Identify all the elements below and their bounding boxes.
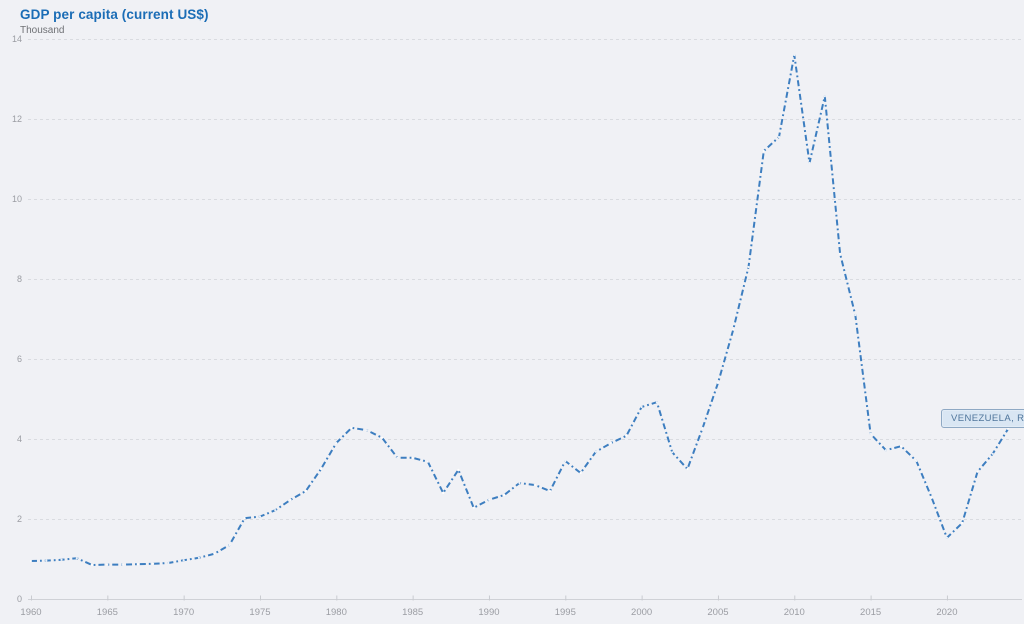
y-tick-label: 4	[17, 434, 22, 444]
data-point-marker	[961, 521, 964, 525]
data-point-marker	[671, 451, 674, 454]
data-point-marker	[442, 491, 445, 495]
axis-layer: 0 2 4 6 8 10 12 14 1960 1965 1970 1975 1980 1985 1990 1…	[12, 34, 1022, 618]
data-point-marker	[732, 328, 735, 331]
data-point-marker	[304, 489, 307, 493]
x-tick-label: 1975	[249, 607, 270, 618]
data-point-marker	[396, 456, 399, 459]
data-point-marker	[991, 452, 994, 455]
x-tick-label: 1970	[173, 607, 194, 618]
data-point-marker	[487, 498, 491, 501]
grid-layer	[28, 39, 1022, 520]
data-point-marker	[319, 467, 323, 471]
x-tick-label: 1960	[20, 607, 41, 618]
chart-title: GDP per capita (current US$)	[20, 7, 209, 22]
x-tick-label: 1995	[555, 607, 576, 618]
series-layer[interactable]	[29, 53, 1010, 567]
data-point-marker	[808, 161, 811, 165]
data-point-marker	[747, 265, 750, 269]
data-point-marker	[29, 559, 33, 563]
y-tick-label: 2	[17, 514, 22, 524]
data-point-marker	[579, 471, 582, 475]
data-point-marker	[564, 459, 567, 463]
data-point-marker	[518, 481, 521, 485]
data-point-marker	[976, 470, 979, 473]
data-point-marker	[716, 381, 720, 385]
data-point-marker	[91, 563, 94, 567]
data-point-marker	[182, 559, 185, 562]
data-point-marker	[152, 562, 155, 565]
data-point-marker	[106, 563, 109, 566]
data-point-marker	[350, 426, 353, 429]
chart-header: GDP per capita (current US$) Thousand	[20, 7, 209, 36]
data-point-marker	[213, 552, 216, 555]
y-tick-label: 8	[17, 274, 22, 284]
data-point-marker	[594, 450, 597, 453]
y-tick-label: 0	[17, 594, 22, 604]
data-point-marker	[75, 557, 78, 560]
x-tick-label: 2020	[936, 607, 957, 618]
data-point-marker	[762, 149, 765, 153]
x-tick-label: 1965	[97, 607, 118, 618]
data-point-marker	[335, 441, 338, 445]
x-tick-label: 2015	[860, 607, 881, 618]
data-point-marker	[839, 252, 842, 255]
data-point-marker	[503, 493, 506, 497]
data-point-marker	[701, 426, 704, 429]
data-point-marker	[610, 441, 613, 445]
y-tick-label: 10	[12, 194, 22, 204]
x-tick-label: 2000	[631, 607, 652, 618]
data-point-marker	[793, 53, 796, 57]
data-point-marker	[900, 445, 903, 448]
data-point-marker	[167, 561, 170, 565]
data-point-marker	[945, 536, 949, 539]
data-point-marker	[823, 95, 826, 98]
data-point-marker	[686, 467, 689, 471]
x-tick-label: 1985	[402, 607, 423, 618]
series-label-chip[interactable]: VENEZUELA, RB	[941, 409, 1024, 428]
data-point-marker	[136, 563, 139, 566]
data-point-marker	[640, 405, 643, 409]
data-point-marker	[381, 436, 384, 439]
data-point-marker	[228, 543, 231, 547]
data-point-marker	[625, 434, 628, 437]
x-tick-label: 1980	[326, 607, 347, 618]
y-tick-label: 12	[12, 114, 22, 124]
data-point-marker	[45, 559, 48, 562]
x-tick-label: 2010	[784, 607, 805, 618]
data-point-marker	[533, 483, 536, 487]
data-point-marker	[884, 449, 888, 452]
data-point-marker	[365, 429, 368, 432]
series-line[interactable]	[30, 54, 1009, 566]
data-point-marker	[548, 489, 552, 493]
x-tick-label: 2005	[707, 607, 728, 618]
data-point-marker	[60, 558, 63, 561]
data-point-marker	[243, 517, 246, 520]
data-point-marker	[274, 509, 277, 512]
data-point-marker	[777, 135, 781, 139]
data-point-marker	[426, 460, 429, 463]
data-point-marker	[869, 432, 872, 435]
data-point-marker	[930, 496, 933, 499]
data-point-marker	[258, 515, 262, 518]
chart-unit-label: Thousand	[20, 25, 65, 36]
data-point-marker	[457, 468, 460, 471]
x-tick-label: 1990	[478, 607, 499, 618]
data-point-marker	[289, 498, 292, 501]
data-point-marker	[411, 456, 414, 459]
data-point-marker	[854, 313, 857, 317]
data-point-marker	[655, 401, 659, 404]
data-point-marker	[472, 506, 475, 509]
data-point-marker	[915, 459, 918, 463]
y-tick-label: 6	[17, 354, 22, 364]
data-point-marker	[121, 563, 124, 566]
data-point-marker	[197, 556, 200, 559]
y-tick-label: 14	[12, 34, 22, 44]
data-point-marker	[1006, 427, 1010, 431]
